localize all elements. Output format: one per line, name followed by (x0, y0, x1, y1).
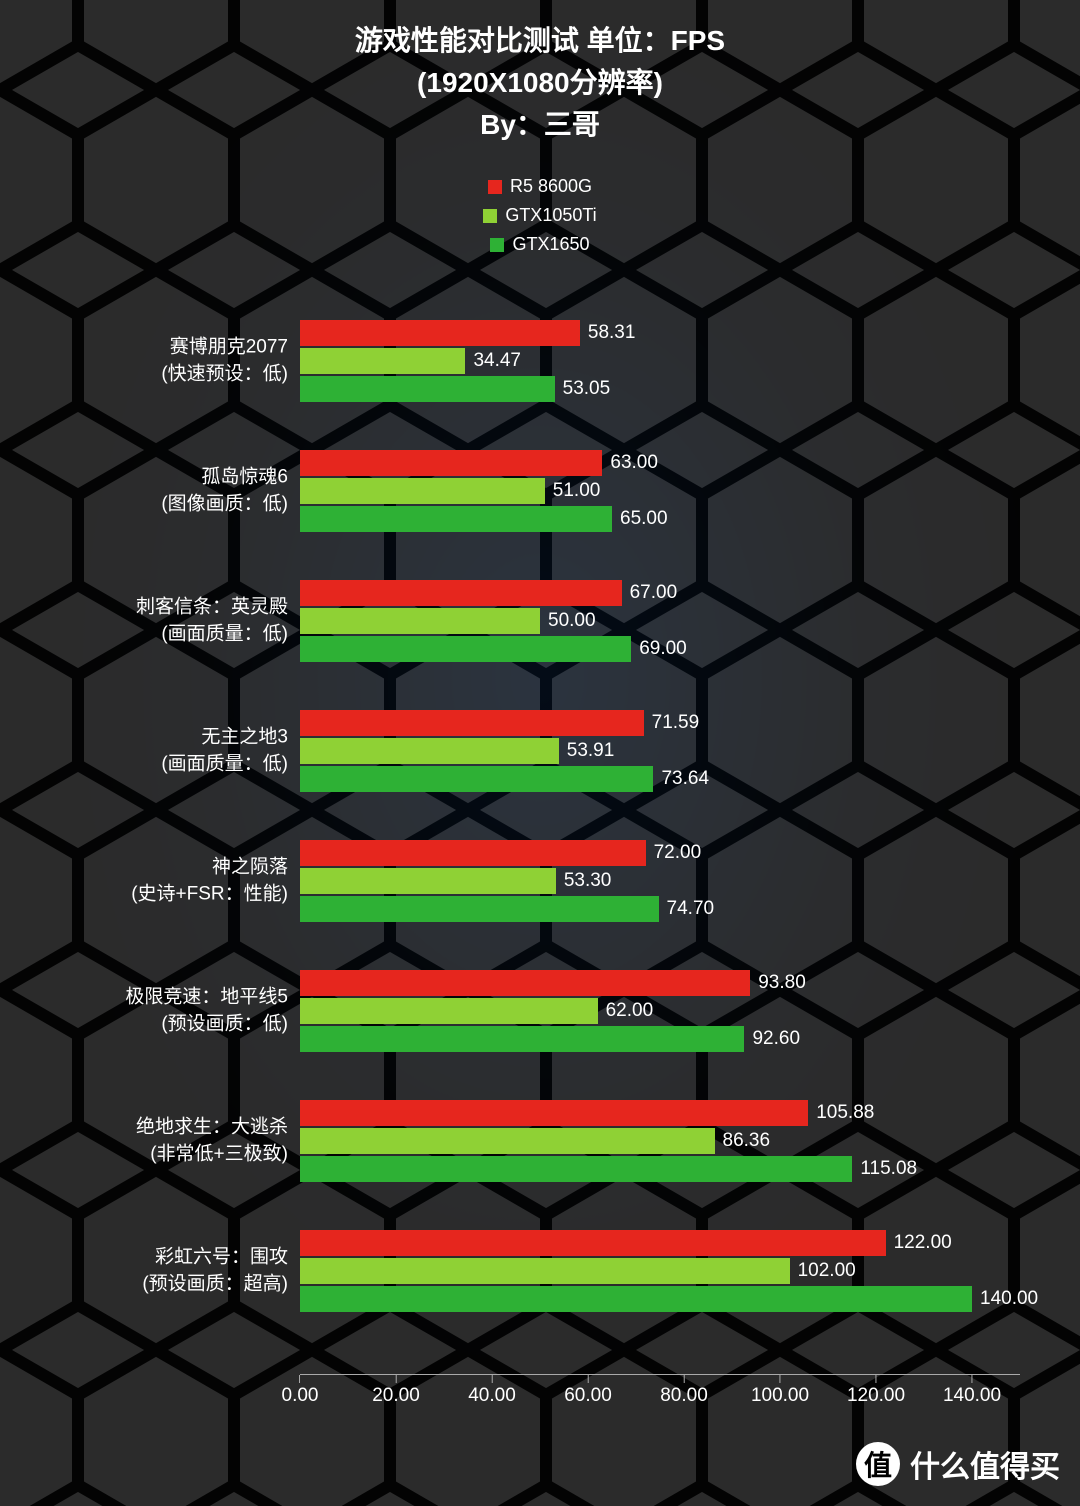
bar-value-label: 71.59 (644, 712, 700, 734)
legend-label: R5 8600G (510, 176, 592, 197)
bar-value-label: 53.91 (559, 740, 615, 762)
bar-chart: 0.0020.0040.0060.0080.00100.00120.00140.… (300, 285, 1020, 1375)
watermark: 值 什么值得买 (856, 1442, 1060, 1486)
bar: 115.08 (300, 1156, 852, 1182)
x-tick: 140.00 (943, 1375, 1001, 1407)
x-tick: 40.00 (468, 1375, 516, 1407)
category-label-line2: (图像画质：低) (0, 491, 288, 518)
legend-label: GTX1650 (512, 234, 589, 255)
category-label-line2: (非常低+三极致) (0, 1141, 288, 1168)
title-line-3: By：三哥 (0, 104, 1080, 146)
category-label-line1: 赛博朋克2077 (0, 334, 288, 361)
x-tick: 120.00 (847, 1375, 905, 1407)
bar-value-label: 92.60 (744, 1028, 800, 1050)
bar-value-label: 67.00 (622, 582, 678, 604)
bar: 58.31 (300, 320, 580, 346)
watermark-badge: 值 (856, 1442, 900, 1486)
category-label-line2: (预设画质：低) (0, 1011, 288, 1038)
bar: 73.64 (300, 766, 653, 792)
bar: 62.00 (300, 998, 598, 1024)
legend-swatch (488, 180, 502, 194)
title-line-1: 游戏性能对比测试 单位：FPS (0, 20, 1080, 62)
category-label: 孤岛惊魂6(图像画质：低) (0, 464, 300, 517)
bar: 74.70 (300, 896, 659, 922)
x-tick: 20.00 (372, 1375, 420, 1407)
legend: R5 8600G GTX1050Ti GTX1650 (0, 176, 1080, 255)
category-label: 极限竞速：地平线5(预设画质：低) (0, 984, 300, 1037)
x-axis: 0.0020.0040.0060.0080.00100.00120.00140.… (300, 1374, 1020, 1375)
legend-label: GTX1050Ti (505, 205, 596, 226)
category-label: 赛博朋克2077(快速预设：低) (0, 334, 300, 387)
bar: 34.47 (300, 348, 465, 374)
bar-value-label: 51.00 (545, 480, 601, 502)
category-label-line2: (预设画质：超高) (0, 1271, 288, 1298)
bar: 140.00 (300, 1286, 972, 1312)
bar: 65.00 (300, 506, 612, 532)
bar: 71.59 (300, 710, 644, 736)
x-tick: 80.00 (660, 1375, 708, 1407)
x-tick: 100.00 (751, 1375, 809, 1407)
bar-value-label: 102.00 (790, 1260, 856, 1282)
bar-value-label: 53.05 (555, 378, 611, 400)
category-label-line1: 无主之地3 (0, 724, 288, 751)
category-label-line1: 神之陨落 (0, 854, 288, 881)
bar-value-label: 34.47 (465, 350, 521, 372)
x-tick: 0.00 (282, 1375, 319, 1407)
bar-value-label: 58.31 (580, 322, 636, 344)
bar-value-label: 50.00 (540, 610, 596, 632)
bar-value-label: 74.70 (659, 898, 715, 920)
x-tick: 60.00 (564, 1375, 612, 1407)
bar-value-label: 73.64 (653, 768, 709, 790)
category-label: 刺客信条：英灵殿(画面质量：低) (0, 594, 300, 647)
bar: 92.60 (300, 1026, 744, 1052)
bar-value-label: 63.00 (602, 452, 658, 474)
bar-value-label: 140.00 (972, 1288, 1038, 1310)
bar-value-label: 115.08 (852, 1158, 917, 1180)
category-label-line1: 孤岛惊魂6 (0, 464, 288, 491)
watermark-text: 什么值得买 (910, 1442, 1060, 1486)
bar-value-label: 69.00 (631, 638, 687, 660)
category-label: 无主之地3(画面质量：低) (0, 724, 300, 777)
title-line-2: (1920X1080分辨率) (0, 62, 1080, 104)
bar: 105.88 (300, 1100, 808, 1126)
bar: 51.00 (300, 478, 545, 504)
bar: 67.00 (300, 580, 622, 606)
bar: 53.91 (300, 738, 559, 764)
legend-item: R5 8600G (488, 176, 592, 197)
legend-swatch (483, 209, 497, 223)
bar: 63.00 (300, 450, 602, 476)
bar: 53.30 (300, 868, 556, 894)
bar: 69.00 (300, 636, 631, 662)
bar-value-label: 65.00 (612, 508, 668, 530)
category-label-line2: (快速预设：低) (0, 361, 288, 388)
bar: 102.00 (300, 1258, 790, 1284)
bar-value-label: 122.00 (886, 1232, 952, 1254)
chart-title: 游戏性能对比测试 单位：FPS (1920X1080分辨率) By：三哥 (0, 0, 1080, 146)
category-label: 绝地求生：大逃杀(非常低+三极致) (0, 1114, 300, 1167)
category-label-line2: (史诗+FSR：性能) (0, 881, 288, 908)
bar-value-label: 72.00 (646, 842, 702, 864)
bar: 86.36 (300, 1128, 715, 1154)
legend-item: GTX1050Ti (483, 205, 596, 226)
category-label-line1: 绝地求生：大逃杀 (0, 1114, 288, 1141)
bar: 122.00 (300, 1230, 886, 1256)
legend-item: GTX1650 (490, 234, 589, 255)
legend-swatch (490, 238, 504, 252)
bar-value-label: 62.00 (598, 1000, 654, 1022)
bar: 93.80 (300, 970, 750, 996)
bar-value-label: 105.88 (808, 1102, 874, 1124)
category-label: 神之陨落(史诗+FSR：性能) (0, 854, 300, 907)
bar: 53.05 (300, 376, 555, 402)
bar-value-label: 53.30 (556, 870, 612, 892)
bar: 72.00 (300, 840, 646, 866)
bar-value-label: 93.80 (750, 972, 806, 994)
category-label-line1: 刺客信条：英灵殿 (0, 594, 288, 621)
bar: 50.00 (300, 608, 540, 634)
bar-value-label: 86.36 (715, 1130, 771, 1152)
category-label-line1: 极限竞速：地平线5 (0, 984, 288, 1011)
category-label: 彩虹六号：围攻(预设画质：超高) (0, 1244, 300, 1297)
category-label-line2: (画面质量：低) (0, 621, 288, 648)
category-label-line2: (画面质量：低) (0, 751, 288, 778)
category-label-line1: 彩虹六号：围攻 (0, 1244, 288, 1271)
